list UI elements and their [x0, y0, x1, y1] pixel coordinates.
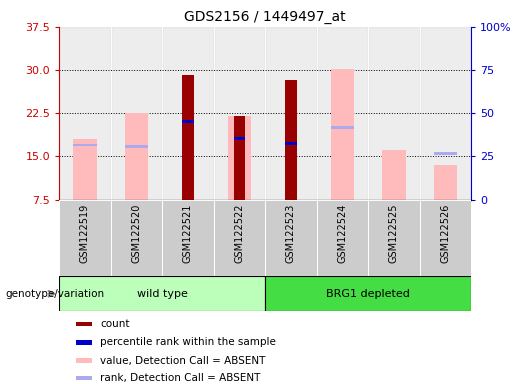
- Bar: [420, 27, 471, 200]
- Title: GDS2156 / 1449497_at: GDS2156 / 1449497_at: [184, 10, 346, 25]
- Bar: [285, 142, 297, 145]
- Text: GSM122522: GSM122522: [234, 204, 245, 263]
- Text: value, Detection Call = ABSENT: value, Detection Call = ABSENT: [100, 356, 266, 366]
- Bar: [125, 113, 148, 200]
- FancyBboxPatch shape: [162, 200, 214, 276]
- FancyBboxPatch shape: [111, 200, 162, 276]
- Text: count: count: [100, 319, 130, 329]
- FancyBboxPatch shape: [368, 200, 420, 276]
- Bar: [162, 27, 214, 200]
- Bar: [234, 116, 245, 200]
- Text: rank, Detection Call = ABSENT: rank, Detection Call = ABSENT: [100, 373, 261, 383]
- Bar: [331, 126, 354, 129]
- Text: GSM122521: GSM122521: [183, 204, 193, 263]
- Bar: [228, 116, 251, 200]
- Bar: [434, 152, 457, 155]
- Bar: [331, 69, 354, 200]
- Bar: [368, 27, 420, 200]
- Bar: [76, 359, 92, 363]
- Text: GSM122526: GSM122526: [440, 204, 451, 263]
- Bar: [73, 139, 96, 200]
- Bar: [382, 150, 406, 200]
- Bar: [214, 27, 265, 200]
- Bar: [76, 340, 92, 344]
- FancyBboxPatch shape: [59, 200, 111, 276]
- Bar: [76, 322, 92, 326]
- Text: GSM122525: GSM122525: [389, 204, 399, 263]
- Bar: [434, 165, 457, 200]
- Bar: [125, 145, 148, 148]
- Bar: [182, 120, 194, 123]
- FancyBboxPatch shape: [265, 276, 471, 311]
- Text: GSM122524: GSM122524: [337, 204, 348, 263]
- Bar: [111, 27, 162, 200]
- Text: percentile rank within the sample: percentile rank within the sample: [100, 338, 277, 348]
- Text: GSM122519: GSM122519: [80, 204, 90, 263]
- Bar: [317, 27, 368, 200]
- Text: GSM122523: GSM122523: [286, 204, 296, 263]
- FancyBboxPatch shape: [420, 200, 471, 276]
- Text: GSM122520: GSM122520: [131, 204, 142, 263]
- Text: wild type: wild type: [137, 289, 187, 299]
- Text: genotype/variation: genotype/variation: [5, 289, 104, 299]
- FancyBboxPatch shape: [317, 200, 368, 276]
- Bar: [265, 27, 317, 200]
- Bar: [76, 376, 92, 380]
- Bar: [285, 81, 297, 200]
- Bar: [59, 27, 111, 200]
- FancyBboxPatch shape: [214, 200, 265, 276]
- Bar: [182, 74, 194, 200]
- Bar: [234, 137, 245, 140]
- FancyBboxPatch shape: [265, 200, 317, 276]
- FancyBboxPatch shape: [59, 276, 265, 311]
- Text: BRG1 depleted: BRG1 depleted: [327, 289, 410, 299]
- Bar: [73, 144, 96, 146]
